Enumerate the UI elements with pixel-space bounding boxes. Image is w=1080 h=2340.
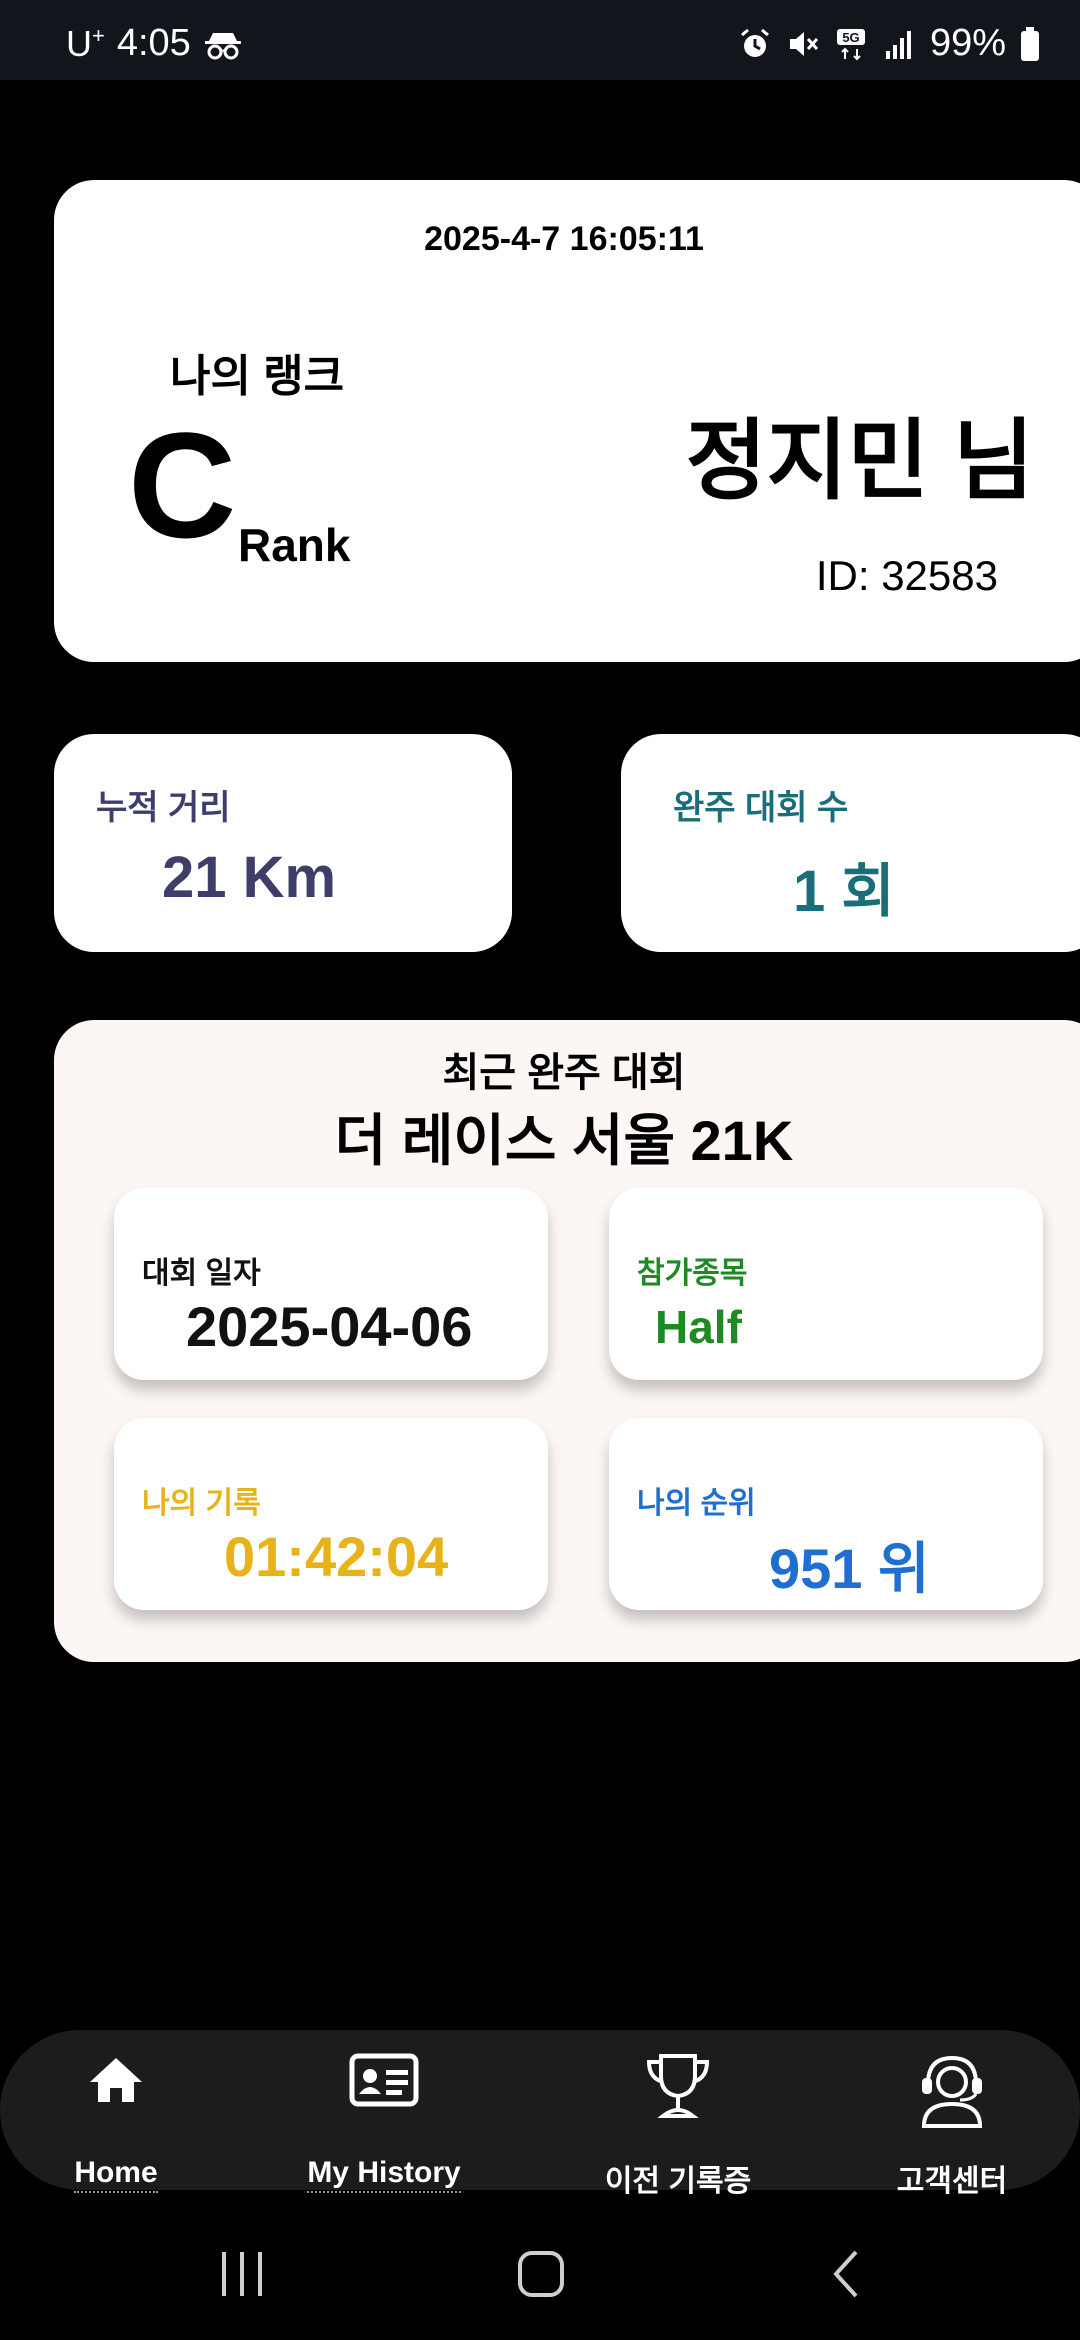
race-event-card: 참가종목 Half xyxy=(609,1188,1043,1380)
bottom-navigation: Home My History 이전 기록증 xyxy=(0,2030,1080,2202)
battery-percent: 99% xyxy=(929,22,1006,64)
recent-race-card: 최근 완주 대회 더 레이스 서울 21K 대회 일자 2025-04-06 참… xyxy=(54,1020,1080,1662)
user-id: ID: 32583 xyxy=(815,552,998,599)
recent-race-name: 더 레이스 서울 21K xyxy=(334,1109,794,1172)
race-place-label: 나의 순위 xyxy=(637,1487,756,1520)
recent-apps-icon[interactable] xyxy=(218,2248,268,2300)
race-place-card: 나의 순위 951 위 xyxy=(609,1418,1043,1610)
svg-text:5G: 5G xyxy=(842,30,859,45)
cumulative-distance-value: 21 Km xyxy=(162,845,337,910)
alarm-icon xyxy=(740,28,769,57)
nav-my-history[interactable]: My History xyxy=(264,2030,504,2193)
profile-card: 2025-4-7 16:05:11 나의 랭크 C Rank 정지민 님 ID:… xyxy=(54,180,1080,662)
race-event-label: 참가종목 xyxy=(637,1257,748,1290)
system-home-icon[interactable] xyxy=(516,2248,566,2300)
nav-support-label: 고객센터 xyxy=(896,2165,1008,2202)
rank-suffix: Rank xyxy=(238,519,351,571)
race-date-card: 대회 일자 2025-04-06 xyxy=(114,1188,548,1380)
back-icon[interactable] xyxy=(826,2248,866,2300)
nav-home-label: Home xyxy=(74,2156,158,2193)
cumulative-distance-label: 누적 거리 xyxy=(96,789,231,827)
system-navigation-bar xyxy=(0,2200,1080,2340)
current-datetime: 2025-4-7 16:05:11 xyxy=(424,220,704,258)
race-record-value: 01:42:04 xyxy=(224,1525,449,1588)
home-icon xyxy=(90,2058,142,2102)
completed-races-label: 완주 대회 수 xyxy=(673,789,849,827)
race-record-label: 나의 기록 xyxy=(142,1487,261,1520)
headset-support-icon xyxy=(921,2055,983,2128)
race-place-value: 951 위 xyxy=(769,1537,930,1600)
recent-race-title: 최근 완주 대회 xyxy=(442,1051,686,1095)
status-left: U+ 4:05 xyxy=(66,22,243,65)
cumulative-distance-card: 누적 거리 21 Km xyxy=(54,734,512,952)
nav-previous-certificates[interactable]: 이전 기록증 xyxy=(558,2030,798,2202)
race-record-card: 나의 기록 01:42:04 xyxy=(114,1418,548,1610)
nav-customer-center[interactable]: 고객센터 xyxy=(832,2030,1072,2202)
5g-icon: 5G xyxy=(836,28,865,60)
signal-icon xyxy=(885,30,911,59)
carrier-label: U+ xyxy=(66,22,105,64)
status-bar: U+ 4:05 5G xyxy=(0,0,1080,80)
nav-home[interactable]: Home xyxy=(0,2030,236,2193)
status-time: 4:05 xyxy=(116,22,191,64)
nav-history-label: My History xyxy=(307,2156,461,2193)
completed-races-card: 완주 대회 수 1 회 xyxy=(621,734,1080,952)
user-name: 정지민 님 xyxy=(685,411,1034,510)
race-date-value: 2025-04-06 xyxy=(186,1295,473,1358)
incognito-icon xyxy=(204,32,241,59)
race-date-label: 대회 일자 xyxy=(142,1257,261,1290)
nav-previous-label: 이전 기록증 xyxy=(604,2165,752,2202)
mute-icon xyxy=(789,31,819,56)
rank-title: 나의 랭크 xyxy=(170,352,345,401)
rank-letter: C xyxy=(128,401,237,569)
status-right: 5G 99% xyxy=(738,22,1040,65)
completed-races-value: 1 회 xyxy=(793,859,895,924)
race-event-value: Half xyxy=(655,1301,742,1353)
trophy-icon xyxy=(646,2054,710,2118)
battery-icon xyxy=(1021,26,1039,61)
id-card-icon xyxy=(349,2053,419,2107)
